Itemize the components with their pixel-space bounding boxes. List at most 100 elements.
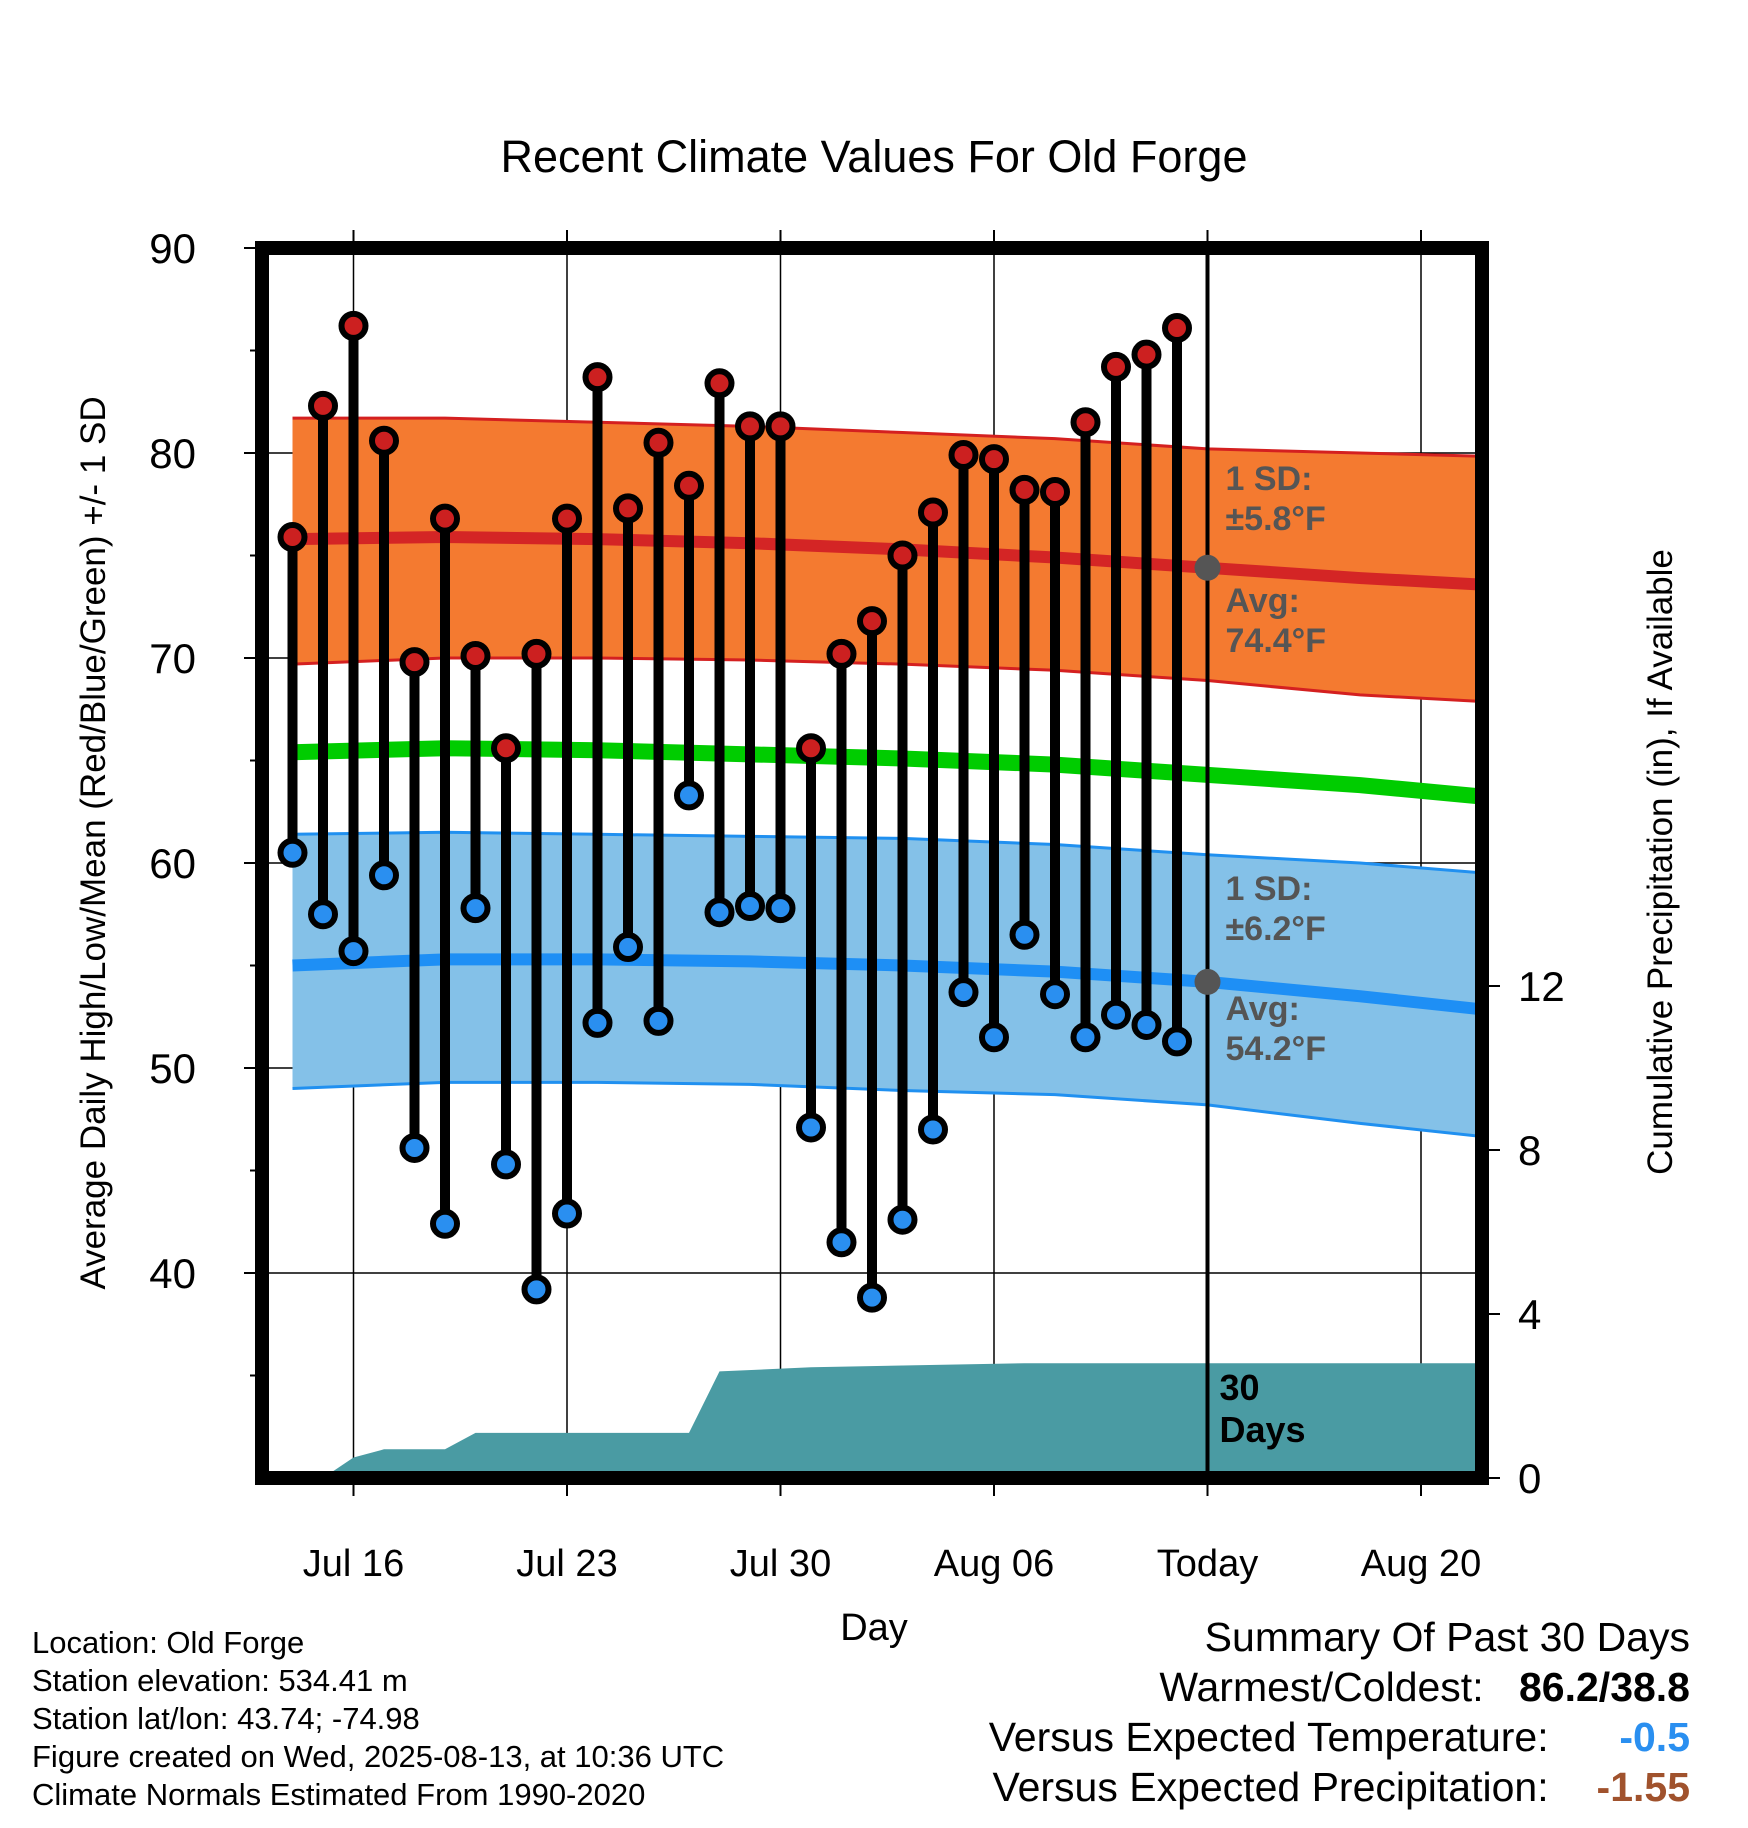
y-tick-label: 40 xyxy=(149,1250,196,1297)
high-point xyxy=(948,440,979,471)
precip-area-layer xyxy=(262,1363,1482,1478)
high-point xyxy=(1070,407,1101,438)
low-point xyxy=(948,977,979,1008)
low-point xyxy=(277,837,308,868)
high-avg-today-marker xyxy=(1194,554,1221,581)
period-label-days: Days xyxy=(1220,1409,1306,1450)
y2-tick-label: 0 xyxy=(1518,1455,1541,1502)
summary-temp-value: -0.5 xyxy=(1619,1714,1690,1760)
low-point xyxy=(582,1007,613,1038)
low-point xyxy=(369,860,399,891)
meta-location: Location: Old Forge xyxy=(32,1625,305,1660)
high-point xyxy=(918,497,948,528)
x-tick-label: Jul 16 xyxy=(303,1543,404,1585)
high-point xyxy=(643,427,674,458)
low-point xyxy=(765,893,796,924)
low-avg-label: Avg: xyxy=(1226,990,1300,1028)
high-point xyxy=(1009,474,1040,505)
high-point xyxy=(1101,351,1131,382)
daily-points xyxy=(277,310,1192,1313)
high-point xyxy=(796,733,826,764)
low-sd-band xyxy=(292,832,1482,1137)
high-point xyxy=(613,493,643,524)
low-point xyxy=(643,1005,674,1036)
low-point xyxy=(796,1112,826,1143)
high-point xyxy=(277,522,308,553)
high-point xyxy=(582,362,613,393)
high-point xyxy=(491,733,521,764)
low-point xyxy=(979,1022,1009,1053)
y2-axis-label: Cumulative Precipitation (in), If Availa… xyxy=(1641,549,1680,1175)
high-point xyxy=(308,390,338,421)
summary-temp-label: Versus Expected Temperature: xyxy=(988,1714,1549,1760)
station-metadata: Location: Old Forge Station elevation: 5… xyxy=(32,1624,724,1814)
high-sd-upper-line xyxy=(292,416,1482,458)
low-point xyxy=(491,1149,521,1180)
axes-layer: 40 50 60 70 80 90 0 4 8 12 Jul 16 Jul 23 Jul 30 Aug 0… xyxy=(149,225,1564,1585)
low-avg-today-marker xyxy=(1194,968,1221,995)
low-sd-label: 1 SD: xyxy=(1226,870,1313,908)
low-point xyxy=(918,1114,948,1145)
summary-precip-row: Versus Expected Precipitation: -1.55 xyxy=(989,1762,1691,1812)
meta-normals: Climate Normals Estimated From 1990-2020 xyxy=(32,1777,646,1812)
summary-title: Summary Of Past 30 Days xyxy=(1204,1614,1690,1660)
high-point xyxy=(887,540,918,571)
high-point xyxy=(338,310,369,341)
high-point xyxy=(460,640,491,671)
x-axis-label: Day xyxy=(840,1607,908,1649)
x-tick-label: Aug 06 xyxy=(934,1543,1054,1585)
high-avg-value: 74.4°F xyxy=(1226,622,1327,660)
low-point xyxy=(1009,919,1040,950)
meta-latlon: Station lat/lon: 43.74; -74.98 xyxy=(32,1701,420,1736)
y-tick-label: 50 xyxy=(149,1045,196,1092)
high-point xyxy=(674,470,704,501)
high-point xyxy=(552,503,582,534)
high-point xyxy=(430,503,460,534)
low-point xyxy=(857,1282,887,1313)
high-point xyxy=(857,606,887,637)
period-label-number: 30 xyxy=(1220,1367,1260,1408)
low-point xyxy=(1131,1009,1162,1040)
chart-title: Recent Climate Values For Old Forge xyxy=(501,131,1248,182)
meta-created: Figure created on Wed, 2025-08-13, at 10… xyxy=(32,1739,725,1774)
summary-precip-label: Versus Expected Precipitation: xyxy=(992,1764,1549,1810)
precip-area xyxy=(262,1363,1482,1478)
x-tick-label: Jul 23 xyxy=(516,1543,617,1585)
high-point xyxy=(1040,476,1070,507)
high-point xyxy=(979,444,1009,475)
low-point xyxy=(826,1227,857,1258)
high-point xyxy=(1131,339,1162,370)
high-point xyxy=(369,425,399,456)
low-point xyxy=(399,1132,430,1163)
low-point xyxy=(1040,979,1070,1010)
low-avg-value: 54.2°F xyxy=(1226,1030,1327,1068)
y2-tick-label: 12 xyxy=(1518,963,1565,1010)
high-point xyxy=(521,638,552,669)
y-tick-label: 60 xyxy=(149,840,196,887)
low-point xyxy=(613,932,643,963)
low-point xyxy=(1070,1022,1101,1053)
y-axis-label: Average Daily High/Low/Mean (Red/Blue/Gr… xyxy=(74,396,113,1289)
summary-temp-row: Versus Expected Temperature: -0.5 xyxy=(989,1712,1690,1762)
low-point xyxy=(1162,1026,1192,1057)
summary-panel: Summary Of Past 30 Days Warmest/Coldest:… xyxy=(989,1612,1690,1812)
low-point xyxy=(338,936,369,967)
x-tick-label: Today xyxy=(1157,1543,1258,1585)
daily-stems xyxy=(287,325,1182,1298)
high-sd-band xyxy=(292,418,1482,702)
y-tick-label: 70 xyxy=(149,635,196,682)
high-point xyxy=(826,638,857,669)
high-point xyxy=(765,411,796,442)
low-point xyxy=(735,891,765,922)
high-avg-label: Avg: xyxy=(1226,582,1300,620)
low-point xyxy=(704,897,735,928)
low-point xyxy=(460,893,491,924)
low-point xyxy=(552,1198,582,1229)
high-point xyxy=(1162,312,1192,343)
low-point xyxy=(1101,999,1131,1030)
low-point xyxy=(521,1274,552,1305)
high-point xyxy=(704,368,735,399)
high-sd-value: ±5.8°F xyxy=(1226,500,1326,538)
